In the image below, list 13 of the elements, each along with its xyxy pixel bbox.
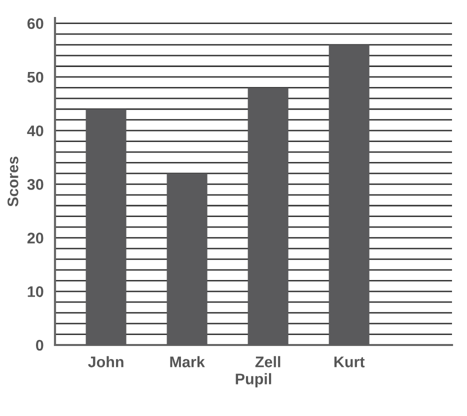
y-tick-label: 30 [27, 179, 44, 190]
y-tick-label: 20 [27, 232, 44, 244]
y-tick-label: 60 [27, 18, 44, 30]
y-axis-title: Scores [8, 156, 18, 207]
y-tick-label: 40 [27, 125, 44, 136]
y-tick-label: 50 [27, 72, 44, 83]
y-tick-label: 10 [28, 286, 44, 298]
x-tick-label: John [88, 356, 124, 368]
x-tick-label: Zell [255, 356, 280, 368]
x-tick-label: Kurt [334, 356, 365, 368]
x-axis-title: Pupil [236, 373, 272, 388]
y-tick-label: 0 [36, 340, 44, 351]
x-tick-label: Mark [170, 356, 205, 368]
